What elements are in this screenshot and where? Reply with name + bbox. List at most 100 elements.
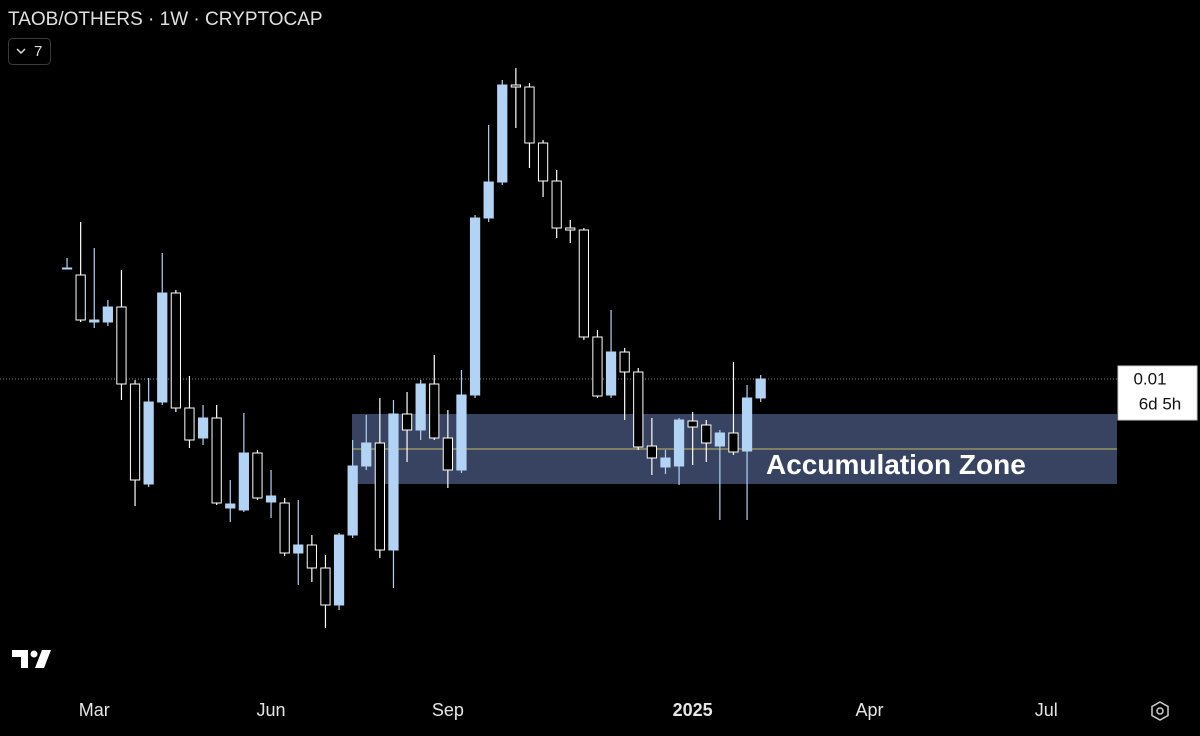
candle	[578, 228, 589, 340]
candle	[61, 258, 73, 270]
candle-body	[293, 544, 304, 554]
candle-body	[157, 292, 168, 403]
candle	[157, 253, 168, 405]
x-tick-label: Jun	[257, 700, 286, 720]
candle-layer	[61, 68, 766, 628]
candle	[320, 555, 331, 628]
candle	[592, 330, 603, 398]
x-tick-label: 2025	[673, 700, 713, 720]
countdown-label: 6d 5h	[1139, 394, 1182, 413]
candle	[415, 380, 426, 440]
settings-button[interactable]	[1151, 701, 1169, 721]
candle-body	[728, 432, 739, 453]
candle-body	[238, 452, 249, 511]
candle-body	[143, 401, 154, 485]
candle	[673, 418, 685, 485]
candle	[211, 405, 222, 505]
candle-body	[741, 397, 753, 452]
candle	[170, 290, 181, 412]
chevron-icon	[16, 48, 26, 55]
logo-part	[12, 650, 28, 668]
candle	[565, 220, 576, 243]
candle	[129, 380, 141, 506]
candle-body	[211, 417, 222, 504]
candle	[102, 300, 113, 326]
candle-body	[279, 502, 290, 554]
x-tick-label: Mar	[79, 700, 110, 720]
candle	[524, 83, 535, 168]
candle-body	[660, 457, 671, 468]
candle-body	[89, 319, 100, 323]
candle-body	[429, 383, 440, 439]
tradingview-logo	[12, 650, 51, 668]
candle-body	[510, 84, 521, 88]
candle	[293, 500, 304, 585]
candle-body	[646, 445, 657, 459]
chart-title: TAOB/OTHERS · 1W · CRYPTOCAP	[8, 9, 323, 30]
candle-body	[605, 351, 617, 396]
candle-body	[442, 437, 453, 471]
x-tick-label: Sep	[432, 700, 464, 720]
candle-body	[197, 417, 209, 439]
candle-body	[483, 181, 494, 219]
candle-body	[456, 394, 467, 471]
candle-body	[633, 371, 644, 448]
candle	[483, 125, 494, 222]
candle-body	[374, 442, 385, 551]
candle-body	[306, 544, 317, 569]
candle-body	[592, 336, 603, 397]
x-tick-label: Apr	[855, 700, 883, 720]
candle	[633, 368, 644, 450]
settings-icon-center	[1156, 707, 1164, 715]
candle-body	[265, 495, 277, 503]
candle	[741, 385, 753, 520]
candle	[429, 355, 440, 440]
candle-body	[497, 84, 508, 183]
candle	[619, 348, 630, 420]
candle	[537, 140, 549, 197]
candle	[252, 450, 263, 500]
candle	[687, 412, 698, 465]
candle-body	[225, 503, 236, 509]
x-tick-label: Jul	[1035, 700, 1058, 720]
candle-body	[619, 351, 630, 373]
candle	[660, 450, 671, 474]
candle	[374, 398, 385, 558]
candle-body	[170, 292, 181, 409]
indicator-toggle[interactable]: 7	[8, 38, 51, 65]
price-label: 0.01	[1133, 369, 1166, 388]
logo-part	[35, 650, 51, 668]
candle-body	[714, 432, 725, 447]
candle	[238, 413, 249, 512]
candle-body	[320, 567, 331, 606]
candle-body	[252, 452, 263, 499]
candle-body	[469, 217, 481, 396]
candle-body	[565, 227, 576, 231]
price-label-box	[1117, 365, 1198, 421]
candle	[497, 80, 508, 185]
settings-icon[interactable]	[1151, 701, 1169, 721]
candle	[116, 270, 127, 400]
candle	[333, 533, 345, 610]
candle	[456, 370, 467, 473]
candle	[714, 430, 725, 520]
candle	[646, 418, 657, 475]
candle	[469, 215, 481, 398]
candle	[143, 378, 154, 487]
candle-body	[361, 442, 372, 467]
candle	[361, 415, 372, 470]
candle	[279, 498, 290, 556]
candle-body	[75, 274, 86, 321]
candle	[197, 405, 209, 445]
candle-body	[687, 420, 698, 428]
candle	[225, 480, 236, 522]
candle-body	[524, 86, 535, 144]
candle	[265, 470, 277, 518]
candle	[388, 400, 399, 588]
candle	[401, 392, 413, 462]
candle-body	[61, 267, 73, 270]
candle	[701, 420, 712, 462]
indicator-box[interactable]	[8, 38, 51, 65]
